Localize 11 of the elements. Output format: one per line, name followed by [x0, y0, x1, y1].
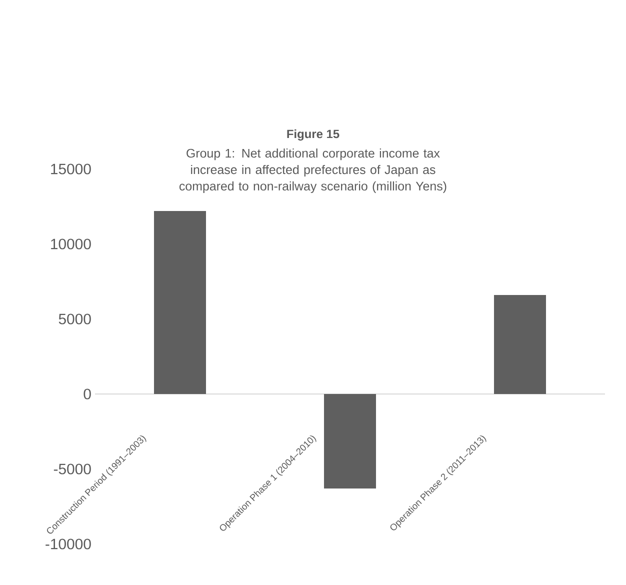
y-tick-label: 5000 [58, 314, 91, 324]
bar [324, 394, 376, 488]
chart-title: Figure 15 [287, 129, 340, 141]
bar [154, 210, 206, 394]
bar [494, 294, 546, 394]
y-tick-label: 10000 [51, 238, 91, 250]
y-tick-label: -10000 [46, 538, 91, 550]
y-tick-label: -5000 [54, 464, 91, 474]
y-tick-label: 15000 [51, 164, 91, 174]
chart-subtitle: Group 1: Net additional corporate income tax increase in affected prefectures of Japan as compared to non-railway scenario (million Yens) [179, 148, 446, 193]
y-tick-label: 0 [84, 388, 91, 400]
